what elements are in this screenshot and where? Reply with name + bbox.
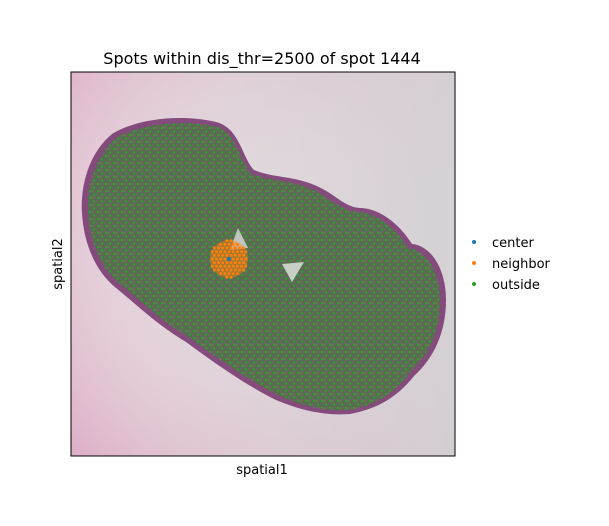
neighbor-point	[238, 268, 241, 272]
neighbor-point	[221, 253, 225, 257]
legend-marker-neighbor	[472, 261, 476, 265]
x-axis-label: spatial1	[236, 463, 288, 478]
neighbor-point	[223, 242, 227, 246]
neighbor-point	[225, 253, 229, 257]
neighbor-point	[242, 268, 246, 272]
neighbor-point	[229, 253, 233, 257]
neighbor-point	[231, 264, 235, 268]
neighbor-point	[229, 275, 233, 279]
neighbor-point	[242, 246, 246, 250]
neighbor-point	[238, 261, 241, 265]
legend-label-neighbor: neighbor	[492, 257, 551, 272]
neighbor-point	[229, 261, 233, 265]
neighbor-point	[221, 268, 225, 272]
neighbor-point	[217, 253, 220, 257]
neighbor-point	[214, 250, 218, 254]
neighbor-point	[229, 239, 233, 243]
neighbor-point	[225, 268, 229, 272]
legend-label-outside: outside	[492, 278, 540, 293]
neighbor-point	[242, 261, 246, 265]
neighbor-point	[242, 253, 246, 257]
neighbor-point	[223, 272, 227, 276]
neighbor-point	[227, 250, 231, 254]
neighbor-point	[238, 253, 241, 257]
neighbor-point	[212, 246, 216, 250]
neighbor-point	[212, 253, 216, 257]
neighbor-point	[214, 264, 218, 268]
background-image	[71, 72, 455, 456]
neighbor-point	[235, 264, 239, 268]
neighbor-point	[233, 253, 237, 257]
neighbor-point	[233, 261, 237, 265]
legend: center neighbor outside	[472, 236, 551, 293]
neighbor-point	[221, 261, 225, 265]
neighbor-point	[219, 242, 223, 246]
neighbor-point	[227, 264, 231, 268]
center-point	[227, 257, 231, 261]
neighbor-point	[238, 246, 241, 250]
legend-item-center: center	[472, 236, 534, 251]
neighbor-point	[231, 242, 235, 246]
neighbor-point	[235, 242, 239, 246]
neighbor-point	[229, 246, 233, 250]
neighbor-point	[240, 250, 244, 254]
neighbor-point	[217, 246, 220, 250]
neighbor-point	[219, 250, 223, 254]
neighbor-point	[223, 264, 227, 268]
neighbor-point	[225, 246, 229, 250]
neighbor-point	[240, 257, 244, 261]
neighbor-point	[233, 268, 237, 272]
neighbor-point	[240, 264, 244, 268]
neighbor-point	[219, 272, 223, 276]
tissue-hole-2	[282, 262, 304, 282]
neighbor-point	[217, 268, 220, 272]
neighbor-point	[223, 257, 227, 261]
neighbor-point	[217, 261, 220, 265]
y-axis-label: spatial2	[51, 238, 66, 290]
neighbor-point	[229, 268, 233, 272]
legend-marker-outside	[472, 282, 476, 286]
neighbor-point	[233, 246, 237, 250]
neighbor-point	[227, 242, 231, 246]
neighbor-point	[231, 257, 235, 261]
neighbor-point	[210, 264, 214, 268]
neighbor-point	[223, 250, 227, 254]
legend-item-outside: outside	[472, 278, 540, 293]
neighbor-point	[244, 250, 248, 254]
neighbor-point	[212, 261, 216, 265]
neighbor-point	[235, 250, 239, 254]
axes-frame	[70, 71, 456, 457]
neighbor-point	[225, 275, 229, 279]
legend-label-center: center	[492, 236, 534, 251]
neighbor-point	[225, 261, 229, 265]
neighbor-point	[214, 257, 218, 261]
neighbor-point	[225, 239, 229, 243]
legend-item-neighbor: neighbor	[472, 257, 551, 272]
neighbor-point	[231, 250, 235, 254]
neighbor-point	[231, 272, 235, 276]
neighbor-point	[221, 246, 225, 250]
neighbor-point	[210, 257, 214, 261]
chart-title: Spots within dis_thr=2500 of spot 1444	[103, 49, 420, 69]
neighbor-point	[235, 257, 239, 261]
neighbor-point	[235, 272, 239, 276]
neighbor-point	[219, 257, 223, 261]
legend-marker-center	[472, 240, 476, 244]
neighbor-point	[244, 264, 248, 268]
neighbor-point	[212, 268, 216, 272]
neighbor-point	[210, 250, 214, 254]
neighbor-point	[219, 264, 223, 268]
neighbor-point	[227, 272, 231, 276]
neighbor-point	[244, 257, 248, 261]
